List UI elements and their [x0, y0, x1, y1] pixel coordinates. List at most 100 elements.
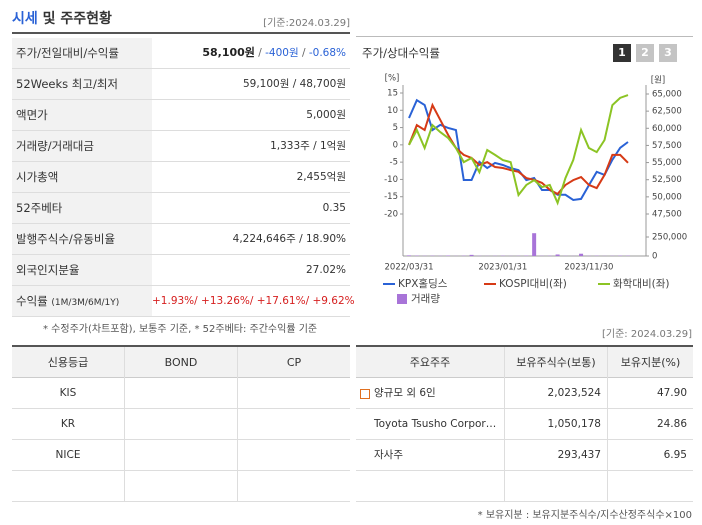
row-value: 4,224,646주 / 18.90% [232, 233, 346, 245]
holder-header: 보유지분(%) [607, 347, 693, 378]
row-value: 27.02% [305, 264, 346, 276]
table-top [356, 345, 693, 347]
tick-label: -5 [390, 158, 398, 168]
credit-cell [237, 471, 350, 502]
chart-title: 주가/상대수익률 [362, 46, 440, 60]
volume-bar [469, 254, 474, 256]
credit-cell [12, 471, 124, 502]
holder-cell: 293,437 [504, 440, 607, 471]
value-part: / [254, 47, 266, 59]
volume-bar [555, 254, 560, 256]
holder-cell [607, 471, 693, 502]
credit-cell: NICE [12, 440, 124, 471]
x-tick-label: 2022/03/31 [385, 263, 434, 273]
value-part: / [298, 47, 309, 59]
tick-label: -15 [384, 192, 398, 202]
chart-tab[interactable]: 3 [659, 44, 677, 62]
credit-cell [124, 409, 237, 440]
tick-label: 55,000 [652, 158, 682, 168]
holder-header: 주요주주 [409, 356, 451, 369]
tick-label: 0 [652, 252, 657, 262]
legend-swatch [397, 294, 407, 304]
tick-label: 0 [393, 140, 398, 150]
tick-label: -20 [384, 210, 398, 220]
row-line [12, 130, 350, 131]
row-value: 5,000원 [306, 109, 346, 121]
holder-cell: 6.95 [607, 440, 693, 471]
date: [기준:2024.03.29] [263, 18, 350, 29]
row-label: 52주베타 [12, 193, 152, 223]
row-label: 수익률 (1M/3M/6M/1Y) [12, 286, 152, 316]
row-label: 52Weeks 최고/최저 [12, 69, 152, 99]
tick-label: 15 [387, 89, 398, 99]
credit-cell [237, 440, 350, 471]
row-line [12, 285, 350, 286]
tick-label: 57,500 [652, 141, 682, 151]
volume-bar [407, 255, 411, 256]
legend-label: 화학대비(좌) [613, 278, 670, 290]
row-label: 시가총액 [12, 162, 152, 192]
holders-date: [기준: 2024.03.29] [601, 329, 692, 340]
row-value: 1,333주 / 1억원 [270, 140, 346, 152]
table-head-bg [356, 347, 693, 378]
volume-bar [532, 233, 537, 256]
x-tick-label: 2023/01/31 [478, 263, 527, 273]
row-line [12, 223, 350, 224]
credit-cell [237, 378, 350, 409]
holder-cell [356, 471, 504, 502]
credit-cell: KR [12, 409, 124, 440]
row-value: 58,100원 / -400원 / -0.68% [152, 38, 346, 68]
credit-header: 신용등급 [47, 356, 89, 369]
holder-cell: 2,023,524 [504, 378, 607, 409]
row-line [12, 192, 350, 193]
credit-cell [124, 440, 237, 471]
credit-header: BOND [124, 347, 237, 378]
tick-label: -10 [384, 175, 398, 185]
series-line [408, 102, 629, 196]
holders-footnote: * 보유지분 : 보유지분주식수/지수산정주식수×100 [477, 510, 692, 521]
legend-label: KPX홀딩스 [398, 277, 448, 290]
tick-label: 47,500 [652, 210, 682, 220]
holder-cell: 47.90 [607, 378, 693, 409]
chart-tab[interactable]: 1 [613, 44, 631, 62]
footnote: * 수정주가(차트포함), 보통주 기준, * 52주베타: 주간수익률 기준 [43, 324, 318, 335]
row-sublabel: (1M/3M/6M/1Y) [51, 298, 120, 308]
holder-cell [504, 471, 607, 502]
table-head-bg [12, 347, 350, 378]
tick-label: 52,500 [652, 175, 682, 185]
holder-header: 보유주식수(보통) [504, 347, 607, 378]
row-value: +1.93%/ +13.26%/ +17.61%/ +9.62% [152, 295, 355, 307]
row-label: 외국인지분율 [12, 255, 152, 285]
row-line [12, 316, 350, 317]
holder-cell: 자사주 [356, 440, 504, 471]
value-part: 58,100원 [202, 46, 255, 59]
row-line [12, 68, 350, 69]
row-value: 2,455억원 [296, 171, 346, 183]
row-label: 발행주식수/유동비율 [12, 224, 152, 254]
section-title: 시세 및 주주현황 [12, 8, 112, 28]
tick-label: 10 [387, 106, 398, 116]
tick-label: 62,500 [652, 107, 682, 117]
table-top [12, 345, 350, 347]
tick-label: 250,000 [652, 233, 687, 243]
row-label-text: 수익률 [16, 294, 48, 308]
credit-cell: KIS [12, 378, 124, 409]
chart-tab[interactable]: 2 [636, 44, 654, 62]
series-line [408, 94, 629, 206]
plus-icon [360, 389, 370, 399]
chart-rule [356, 36, 693, 37]
credit-cell [124, 471, 237, 502]
holder-cell: 1,050,178 [504, 409, 607, 440]
legend-label: KOSPI대비(좌) [499, 278, 567, 290]
credit-header: CP [237, 347, 350, 378]
rule [12, 32, 350, 34]
title-main: 시세 [12, 11, 38, 27]
y-unit: [%] [385, 74, 400, 84]
value-part: -0.68% [308, 47, 346, 59]
holder-cell: 양규모 외 6인 [356, 378, 504, 409]
tick-label: 60,000 [652, 124, 682, 134]
holder-cell: Toyota Tsusho Corpor… [356, 409, 504, 440]
holder-cell: 24.86 [607, 409, 693, 440]
row-value: 0.35 [322, 202, 346, 214]
